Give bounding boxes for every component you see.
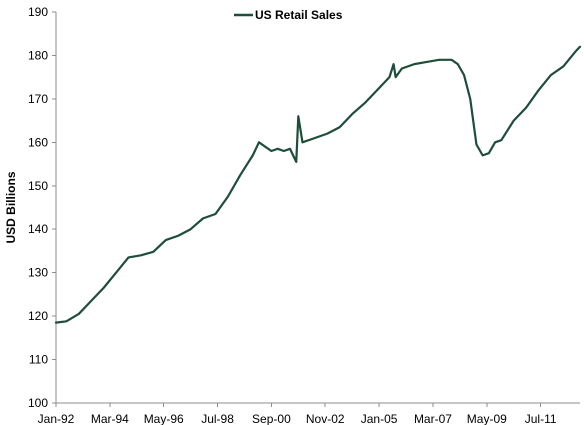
y-tick-label: 130 (28, 266, 48, 280)
y-tick-label: 110 (29, 353, 48, 367)
x-tick-label: Jan-05 (361, 412, 398, 425)
series-line-us-retail-sales (54, 45, 582, 324)
y-tick-label: 150 (28, 179, 48, 193)
y-tick-label: 100 (28, 396, 48, 410)
x-tick-label: Mar-94 (91, 412, 129, 425)
y-tick-label: 190 (28, 5, 48, 19)
legend-label: US Retail Sales (255, 8, 343, 22)
y-tick-label: 120 (28, 309, 48, 323)
x-tick-label: Sep-00 (252, 412, 291, 425)
y-axis-title: USD Billions (4, 171, 18, 243)
x-tick-label: Nov-02 (306, 412, 345, 425)
x-tick-label: Jul-11 (525, 412, 557, 425)
x-tick-label: Jan-92 (38, 412, 75, 425)
x-tick-label: May-09 (467, 412, 507, 425)
y-tick-label: 180 (28, 48, 48, 62)
y-tick-label: 170 (28, 92, 48, 106)
y-tick-label: 140 (28, 222, 48, 236)
x-tick-label: Jul-98 (201, 412, 234, 425)
x-tick-label: May-96 (144, 412, 184, 425)
x-tick-label: Mar-07 (414, 412, 452, 425)
y-tick-label: 160 (28, 135, 48, 149)
